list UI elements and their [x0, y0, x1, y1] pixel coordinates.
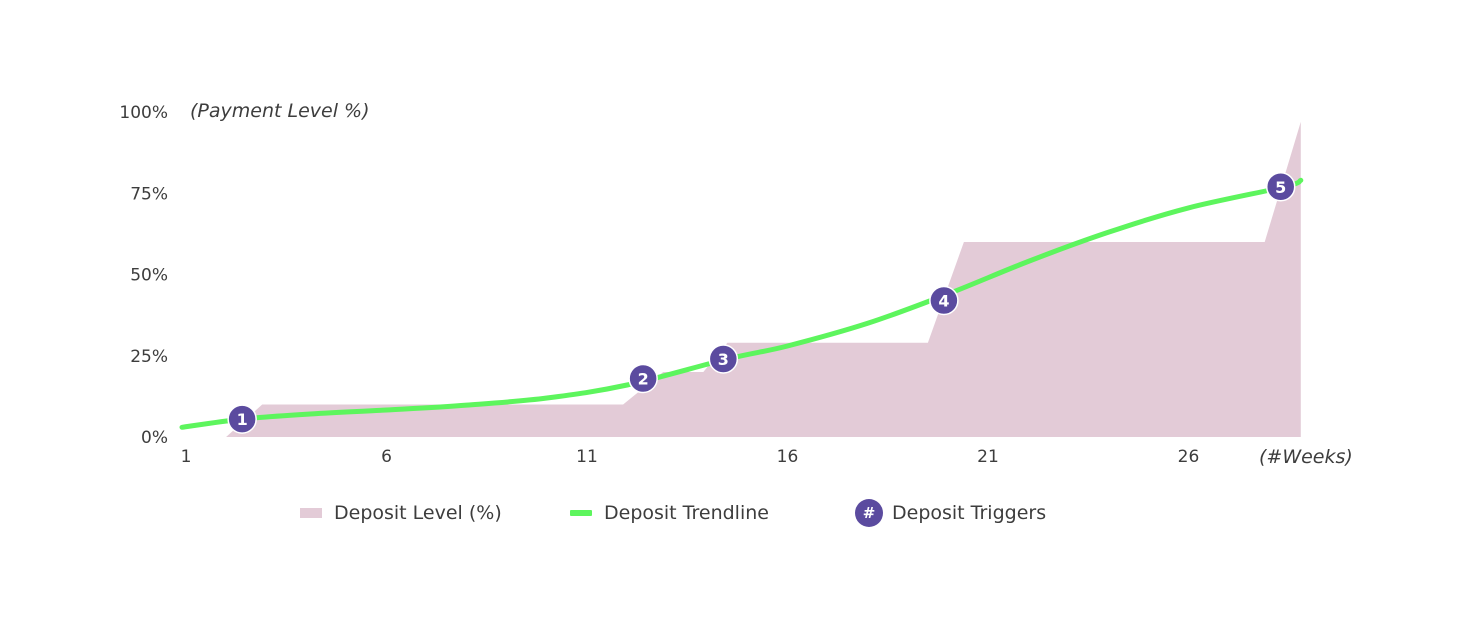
- x-axis-title: (#Weeks): [1259, 446, 1353, 468]
- x-tick-label: 26: [1178, 447, 1200, 467]
- deposit-trigger-marker-5: [1265, 172, 1296, 202]
- deposit-trigger-label-2: 2: [638, 370, 649, 389]
- legend: Deposit Level (%) Deposit Trendline # De…: [0, 498, 1474, 528]
- deposit-trigger-marker-4: [929, 285, 959, 316]
- legend-swatch-line: [570, 510, 592, 516]
- deposit-trigger-label-4: 4: [938, 292, 949, 311]
- legend-label-deposit-level: Deposit Level (%): [334, 502, 502, 524]
- deposit-trigger-label-1: 1: [237, 410, 248, 429]
- y-tick-label: 100%: [119, 103, 168, 123]
- deposit-trendline: [179, 177, 1304, 430]
- y-tick-label: 0%: [141, 428, 168, 448]
- x-tick-label: 21: [977, 447, 999, 467]
- y-axis-title: (Payment Level %): [190, 100, 369, 122]
- legend-label-deposit-trendline: Deposit Trendline: [604, 502, 769, 524]
- deposit-trigger-marker-1: [227, 404, 257, 434]
- y-tick-label: 25%: [130, 347, 168, 367]
- x-tick-label: 11: [576, 447, 598, 467]
- legend-item-deposit-triggers: # Deposit Triggers: [855, 498, 1046, 528]
- y-tick-label: 50%: [130, 266, 168, 286]
- x-tick-label: 6: [381, 447, 392, 467]
- legend-item-deposit-trendline: Deposit Trendline: [570, 498, 769, 528]
- legend-item-deposit-level: Deposit Level (%): [300, 498, 502, 528]
- legend-swatch-marker: #: [855, 499, 883, 527]
- y-tick-label: 75%: [130, 184, 168, 204]
- deposit-trigger-marker-3: [708, 344, 739, 374]
- x-tick-label: 1: [181, 447, 192, 467]
- deposit-level-area: [226, 121, 1301, 438]
- legend-label-deposit-triggers: Deposit Triggers: [892, 502, 1047, 524]
- legend-swatch-area: [300, 508, 322, 518]
- deposit-trigger-marker-2: [628, 363, 658, 394]
- deposit-trigger-label-3: 3: [718, 350, 729, 369]
- deposit-trigger-label-5: 5: [1275, 178, 1286, 197]
- x-tick-label: 16: [777, 447, 799, 467]
